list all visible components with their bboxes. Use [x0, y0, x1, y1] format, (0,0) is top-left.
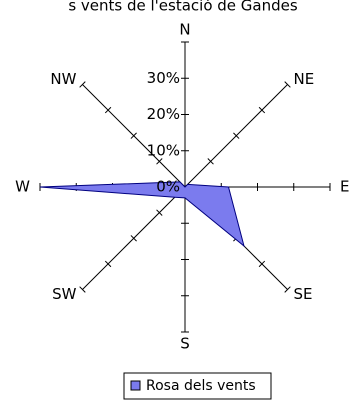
direction-label-ne: NE [294, 70, 315, 88]
tick-mark [79, 81, 86, 88]
radial-tick-labels: 0% 10% 20% 30% [147, 69, 180, 196]
legend-swatch [130, 380, 141, 391]
tick-mark [156, 158, 163, 165]
tick-mark [156, 209, 163, 216]
direction-label-nw: NW [50, 70, 76, 88]
direction-label-s: S [180, 335, 190, 353]
series-polygon [39, 181, 245, 248]
legend-label: Rosa dels vents [146, 378, 256, 394]
tick-label: 30% [147, 69, 180, 87]
tick-label: 0% [156, 178, 180, 196]
direction-label-sw: SW [52, 285, 77, 303]
tick-mark [284, 81, 291, 88]
tick-label: 10% [147, 141, 180, 159]
tick-mark [233, 132, 240, 139]
legend: Rosa dels vents [123, 372, 272, 400]
direction-label-w: W [15, 178, 30, 196]
legend-box [123, 372, 272, 400]
chart-title: s vents de l'estació de Gandes [68, 0, 298, 15]
direction-labels: N NE E SE S SW W NW [15, 21, 349, 353]
tick-mark [79, 286, 86, 293]
tick-mark [130, 132, 137, 139]
tick-mark [104, 260, 112, 268]
tick-mark [258, 106, 266, 114]
direction-label-e: E [340, 178, 349, 196]
tick-mark [258, 260, 266, 268]
tick-mark [130, 235, 137, 242]
tick-mark [104, 106, 112, 114]
tick-mark [284, 286, 291, 293]
tick-label: 20% [147, 105, 180, 123]
direction-label-se: SE [294, 285, 313, 303]
tick-mark [207, 158, 214, 165]
direction-label-n: N [179, 21, 190, 39]
